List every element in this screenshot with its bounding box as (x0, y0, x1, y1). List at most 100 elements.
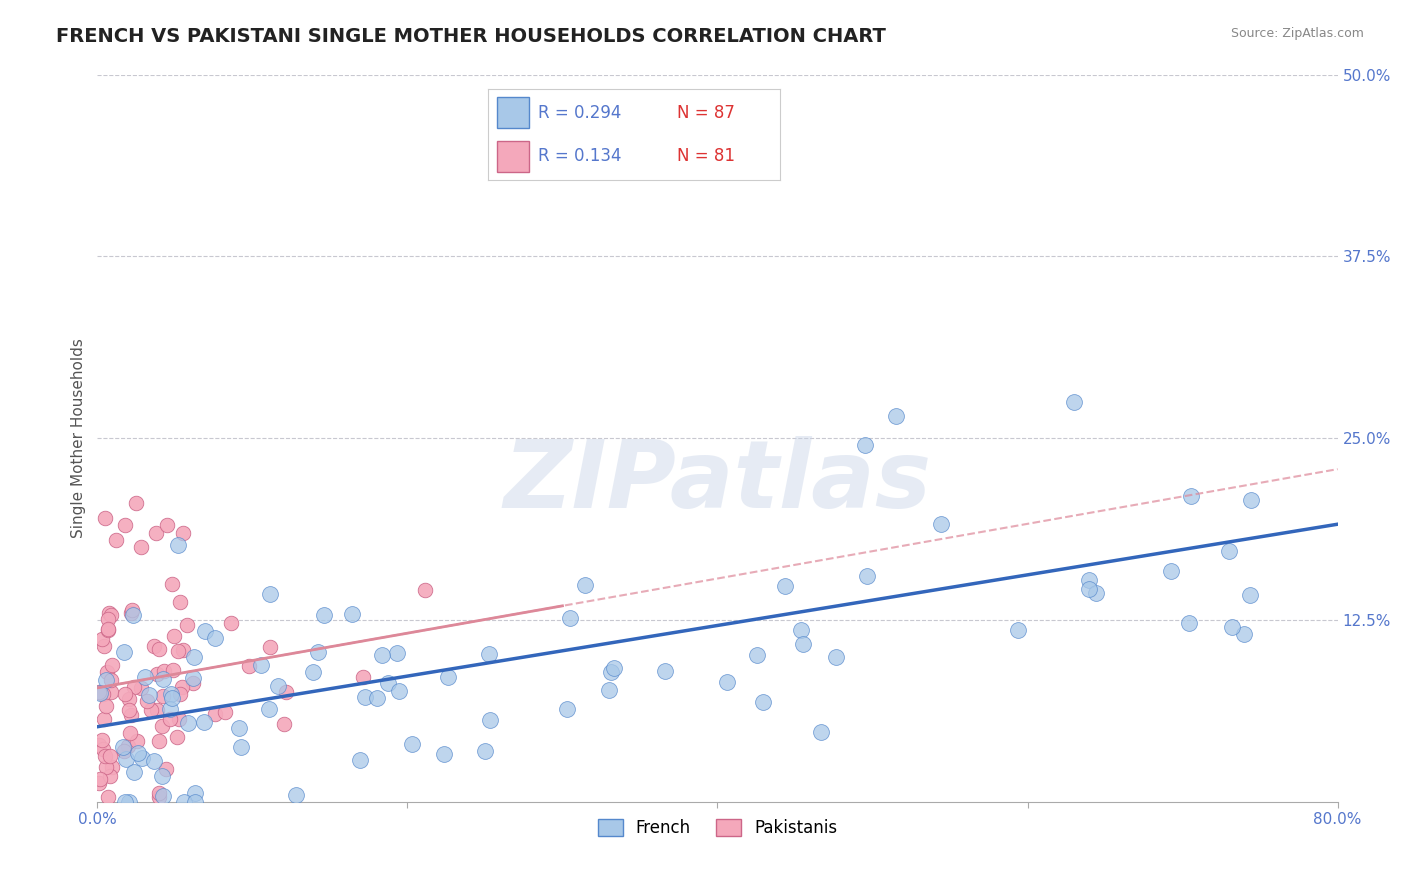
Point (598, 683, 620, 698)
Point (177, 715, 200, 730)
Point (97, 612, 120, 626)
Point (1085, 586, 1108, 600)
Point (193, 715, 215, 730)
Point (1239, 588, 1261, 602)
Point (97, 790, 120, 805)
Point (120, 606, 142, 620)
Point (100, 685, 122, 699)
Point (479, 714, 502, 728)
Point (747, 648, 769, 662)
Point (118, 692, 141, 706)
Point (354, 690, 377, 704)
Point (145, 667, 167, 681)
Point (257, 702, 280, 716)
Point (89, 775, 111, 789)
Point (169, 687, 191, 701)
Point (388, 684, 411, 698)
Point (118, 703, 141, 717)
Point (145, 525, 167, 540)
Point (204, 631, 226, 645)
Point (302, 665, 325, 679)
Point (111, 739, 134, 754)
Point (125, 734, 148, 748)
Point (93, 639, 115, 653)
Point (250, 658, 273, 673)
Point (436, 670, 458, 684)
Point (138, 688, 160, 702)
Point (181, 671, 204, 685)
Point (1063, 394, 1085, 409)
Point (91, 632, 114, 647)
Point (145, 703, 167, 717)
Point (117, 739, 139, 754)
Point (172, 643, 194, 657)
Point (599, 665, 621, 680)
Point (204, 706, 226, 721)
Point (1232, 626, 1254, 640)
Point (160, 577, 183, 591)
Point (274, 685, 297, 699)
Point (94, 760, 117, 774)
Point (273, 717, 295, 731)
Point (98, 769, 121, 783)
Point (120, 726, 142, 740)
Point (856, 569, 879, 583)
Point (602, 661, 624, 675)
Point (121, 603, 143, 617)
Point (139, 703, 162, 717)
Point (152, 769, 174, 783)
Point (87, 738, 110, 752)
Point (1222, 620, 1244, 634)
Point (131, 681, 153, 695)
Point (415, 582, 437, 597)
Point (228, 721, 250, 735)
Point (160, 687, 183, 701)
Point (166, 730, 188, 744)
Point (93, 748, 115, 763)
Point (194, 624, 217, 638)
Point (143, 754, 166, 768)
Point (117, 795, 139, 809)
Point (112, 645, 135, 659)
Point (91, 741, 114, 756)
Point (172, 680, 194, 694)
Point (370, 648, 392, 662)
Point (98, 748, 121, 763)
Point (162, 663, 184, 677)
Point (173, 795, 195, 809)
Point (219, 616, 242, 631)
Point (125, 496, 148, 510)
Point (89, 686, 111, 700)
Point (184, 786, 207, 800)
Y-axis label: Single Mother Households: Single Mother Households (72, 338, 86, 538)
Point (148, 786, 170, 800)
Point (100, 673, 122, 687)
Point (167, 712, 190, 726)
Point (129, 540, 152, 554)
Point (377, 676, 399, 690)
Point (155, 762, 177, 776)
Point (884, 409, 907, 424)
Point (156, 518, 179, 533)
Point (1178, 616, 1201, 631)
Point (824, 649, 846, 664)
Point (478, 647, 501, 661)
Point (90, 733, 112, 747)
Point (1180, 490, 1202, 504)
Point (730, 154, 752, 169)
Text: FRENCH VS PAKISTANI SINGLE MOTHER HOUSEHOLDS CORRELATION CHART: FRENCH VS PAKISTANI SINGLE MOTHER HOUSEH… (56, 27, 886, 45)
Point (853, 438, 876, 452)
Point (152, 689, 174, 703)
Point (654, 664, 676, 678)
Point (100, 608, 122, 623)
Point (349, 753, 371, 767)
Point (121, 607, 143, 622)
Point (792, 637, 814, 651)
Point (1240, 493, 1263, 508)
Point (433, 747, 456, 761)
Point (176, 618, 198, 632)
Point (114, 518, 136, 533)
Point (148, 790, 170, 805)
Point (474, 744, 496, 758)
Point (131, 750, 153, 764)
